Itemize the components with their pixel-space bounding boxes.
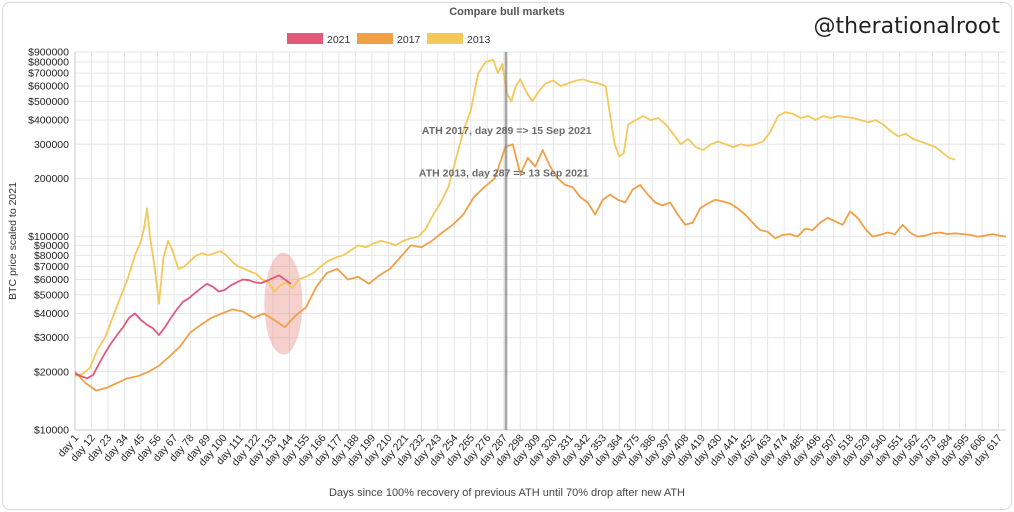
y-axis-label: BTC price scaled to 2021: [7, 182, 19, 300]
series-line-2013: [74, 58, 956, 377]
y-tick-label: $700000: [28, 68, 69, 80]
y-tick-label: $90000: [34, 240, 69, 252]
y-tick-label: 300000: [34, 139, 69, 151]
legend-swatch-2021: [287, 33, 323, 44]
series-line-2017: [74, 143, 1007, 392]
y-tick-label: $800000: [28, 56, 69, 68]
chart-title: Compare bull markets: [449, 6, 565, 18]
legend-swatch-2013: [427, 33, 463, 44]
watermark: @therationalroot: [813, 14, 1000, 39]
y-tick-label: $30000: [34, 332, 69, 344]
y-tick-label: $500000: [28, 96, 69, 108]
y-tick-label: $70000: [34, 261, 69, 273]
y-tick-label: $80000: [34, 250, 69, 262]
y-tick-label: $50000: [34, 289, 69, 301]
legend-label-2017: 2017: [397, 34, 421, 46]
x-axis-label: Days since 100% recovery of previous ATH…: [328, 487, 686, 499]
y-tick-label: $100000: [28, 231, 69, 243]
legend-swatch-2017: [357, 33, 393, 44]
y-tick-label: $600000: [28, 81, 69, 93]
y-tick-label: $60000: [34, 274, 69, 286]
ath-annotation: ATH 2017, day 289 => 15 Sep 2021: [422, 125, 592, 137]
y-tick-label: $10000: [34, 425, 69, 437]
y-tick-label: $20000: [34, 366, 69, 378]
series-line-2021: [74, 274, 292, 380]
y-tick-label: $40000: [34, 308, 69, 320]
legend-label-2021: 2021: [327, 34, 351, 46]
legend-label-2013: 2013: [467, 34, 491, 46]
highlight-ellipse: [264, 252, 303, 355]
y-tick-label: $900000: [28, 47, 69, 59]
y-tick-label: $400000: [28, 115, 69, 127]
y-tick-label: 200000: [34, 173, 69, 185]
ath-annotation: ATH 2013, day 287 => 13 Sep 2021: [419, 167, 589, 179]
